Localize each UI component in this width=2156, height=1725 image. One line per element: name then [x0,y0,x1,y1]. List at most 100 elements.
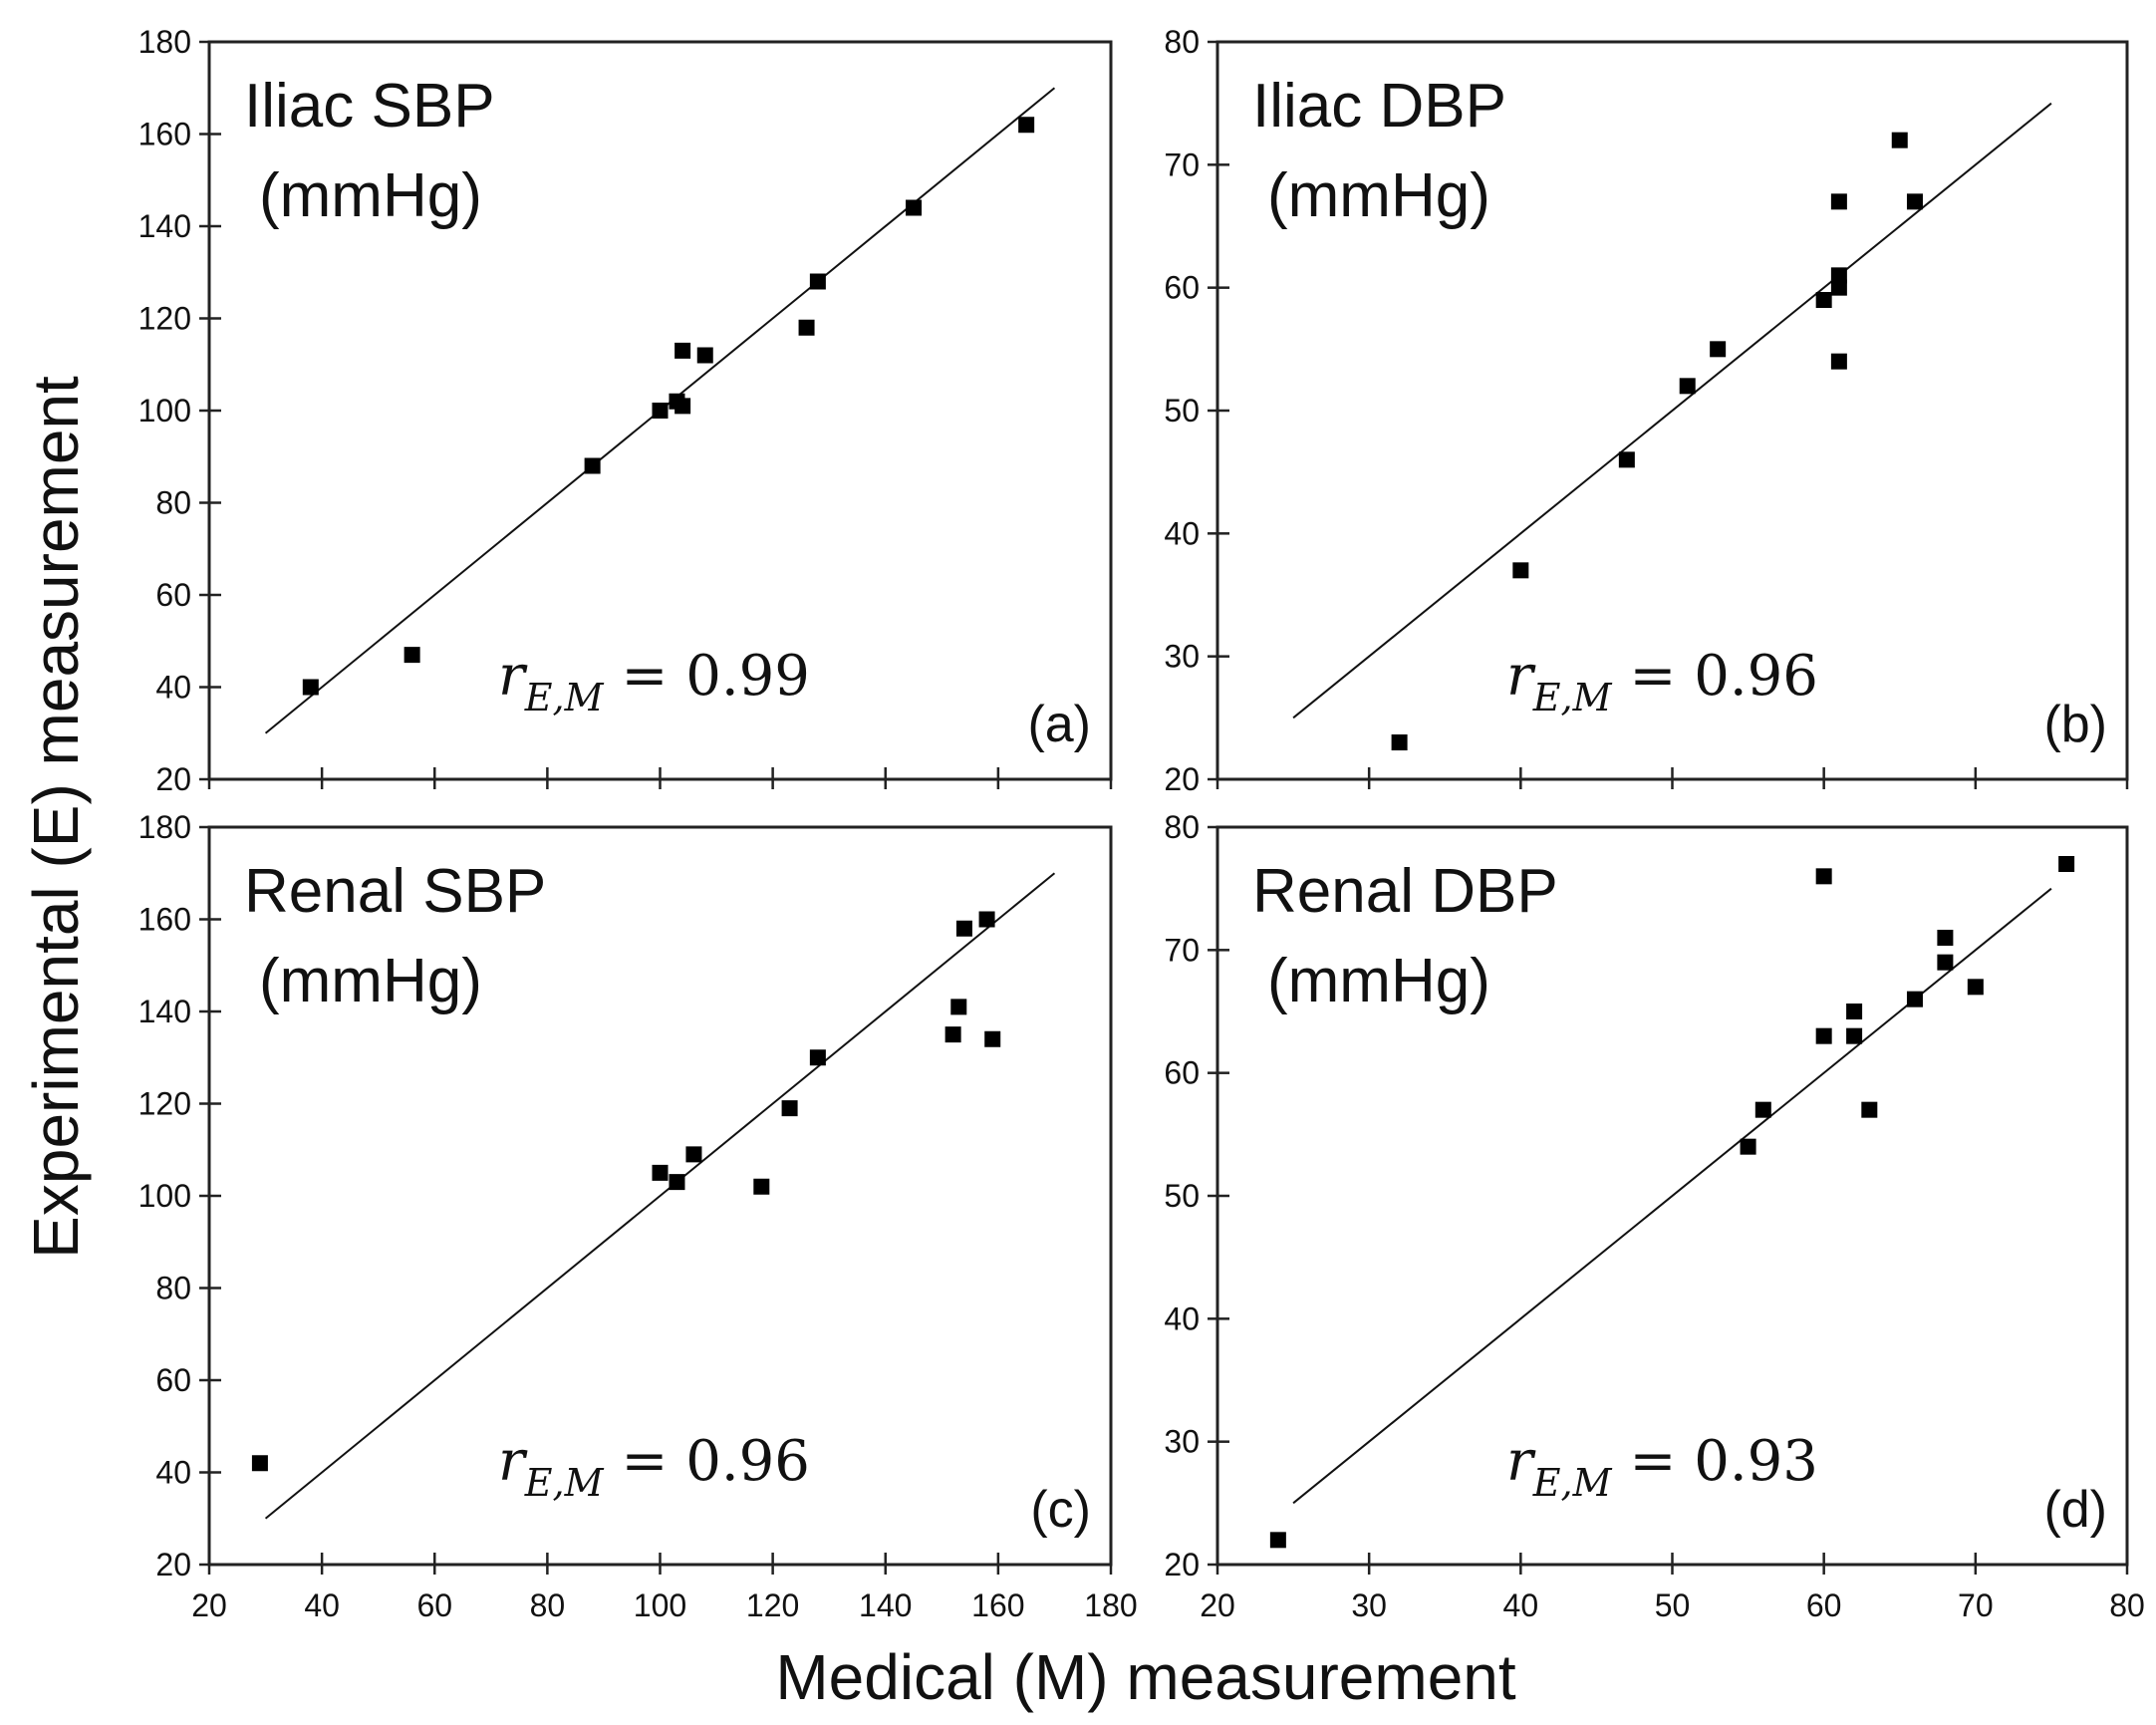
panel-d-data-point [1269,1532,1286,1549]
panel-b-unit: (mmHg) [1267,161,1490,230]
panel-c-data-point [944,1026,961,1043]
correlation-value: = 0.99 [622,644,810,709]
panel-c-ytick-label: 40 [155,1455,191,1491]
panel-d-data-point [1967,979,1984,996]
correlation-subscript: E,M [524,1461,605,1505]
panel-b-data-point [1906,193,1923,210]
panel-a-data-point [584,457,601,474]
panel-d-data-point [1861,1101,1878,1118]
panel-d-xtick-label: 30 [1351,1587,1387,1623]
panel-d-title: Renal DBP [1252,857,1558,926]
panel-b-correlation: rE,M = 0.96 [1506,644,1818,719]
correlation-subscript: E,M [524,676,605,719]
correlation-subscript: E,M [1532,676,1613,719]
panel-b: 20 30 40 50 60 70 80 Iliac DBP (mmHg) rE,M = 0.96 (… [1164,24,2129,797]
panel-a-ytick-label: 100 [138,393,191,429]
panel-b-fit-line [1292,102,2052,719]
panel-d-unit: (mmHg) [1267,947,1490,1015]
panel-d-data-point [1740,1138,1756,1155]
panel-c-data-point [978,911,995,928]
panel-a-ytick-label: 60 [155,577,191,613]
y-axis-label: Experimental (E) measurement [20,376,92,1259]
panel-b-tag: (b) [2043,696,2107,753]
panel-d-xtick-label: 80 [2109,1587,2145,1623]
panel-d-data-point [1906,991,1923,1007]
panel-d-data-point [2058,856,2075,872]
panel-a-data-point [404,647,420,664]
panel-a-ytick-label: 40 [155,670,191,706]
panel-a-unit: (mmHg) [259,161,482,230]
panel-b-data-point [1830,267,1847,284]
panel-d-data-point [1937,954,1954,971]
panel-c-ytick-label: 120 [138,1086,191,1122]
panel-d-xtick-label: 40 [1503,1587,1539,1623]
panel-b-data-point [1830,193,1847,210]
panel-d-data-point [1937,930,1954,946]
panel-c-xtick-label: 180 [1084,1587,1137,1623]
panel-b-data-point [1679,378,1696,395]
correlation-value: = 0.96 [622,1429,810,1494]
panel-d-ytick-label: 70 [1164,932,1200,968]
panel-a-data-point [696,347,713,364]
panel-d-xtick-label: 20 [1200,1587,1235,1623]
correlation-symbol: r [1506,1429,1536,1494]
panel-b-data-point [1618,451,1635,468]
panel-a-ytick-label: 120 [138,301,191,337]
panel-b-ytick-label: 20 [1164,761,1200,797]
panel-c-title: Renal SBP [244,857,546,926]
panel-d-xtick-label: 50 [1655,1587,1691,1623]
correlation-symbol: r [498,644,528,709]
panel-b-data-point [1391,734,1408,750]
panel-c-ytick-label: 20 [155,1547,191,1582]
panel-b-title: Iliac DBP [1252,72,1506,141]
panel-a-data-point [798,319,815,336]
panel-b-ytick-label: 40 [1164,515,1200,551]
panel-d-fit-line [1292,887,2052,1505]
panel-c-unit: (mmHg) [259,947,482,1015]
panel-b-data-point [1512,562,1529,579]
panel-d-data-point [1754,1101,1771,1118]
panel-c-data-point [753,1178,770,1195]
panel-b-data-point [1830,353,1847,370]
panel-c-data-point [685,1146,702,1163]
panel-c-xtick-label: 140 [859,1587,912,1623]
correlation-value: = 0.96 [1630,644,1818,709]
panel-c-ytick-label: 180 [138,809,191,845]
panel-c-data-point [669,1174,685,1191]
panel-b-ytick-label: 70 [1164,146,1200,182]
panel-a-data-point [906,199,923,216]
panel-c-data-point [950,999,967,1015]
panel-c-correlation: rE,M = 0.96 [498,1429,810,1505]
panel-c-xtick-label: 60 [416,1587,452,1623]
panel-c: 20 40 60 80 100 120 140 160 180 20 40 60 80 100 120 140… [138,809,1138,1623]
panel-a-data-point [652,403,669,419]
panel-d-data-point [1846,1027,1863,1044]
panel-a-data-point [1018,117,1035,134]
panel-d-ytick-label: 20 [1164,1547,1200,1582]
panel-a-correlation: rE,M = 0.99 [498,644,810,719]
panel-a-tag: (a) [1027,696,1091,753]
panel-d-correlation: rE,M = 0.93 [1506,1429,1818,1505]
panel-a-ytick-label: 140 [138,208,191,244]
panel-a-title: Iliac SBP [244,72,495,141]
panel-c-xtick-label: 120 [746,1587,799,1623]
panel-d-ytick-label: 30 [1164,1424,1200,1460]
panel-d-xtick-label: 70 [1958,1587,1994,1623]
panel-c-data-point [251,1455,268,1472]
panel-d-ytick-label: 50 [1164,1178,1200,1214]
panel-c-data-point [809,1049,826,1066]
panel-a-data-point [809,273,826,290]
panel-d-data-point [1815,1027,1832,1044]
panel-b-ytick-label: 60 [1164,270,1200,306]
correlation-subscript: E,M [1532,1461,1613,1505]
panel-c-data-point [955,920,972,937]
panel-d-ytick-label: 40 [1164,1300,1200,1336]
panel-a-ytick-label: 160 [138,117,191,152]
x-axis-label: Medical (M) measurement [775,1641,1516,1713]
panel-d-ytick-label: 80 [1164,809,1200,845]
panel-b-data-point [1815,292,1832,308]
panel-b-data-point [1891,132,1908,148]
panel-d-data-point [1846,1004,1863,1019]
